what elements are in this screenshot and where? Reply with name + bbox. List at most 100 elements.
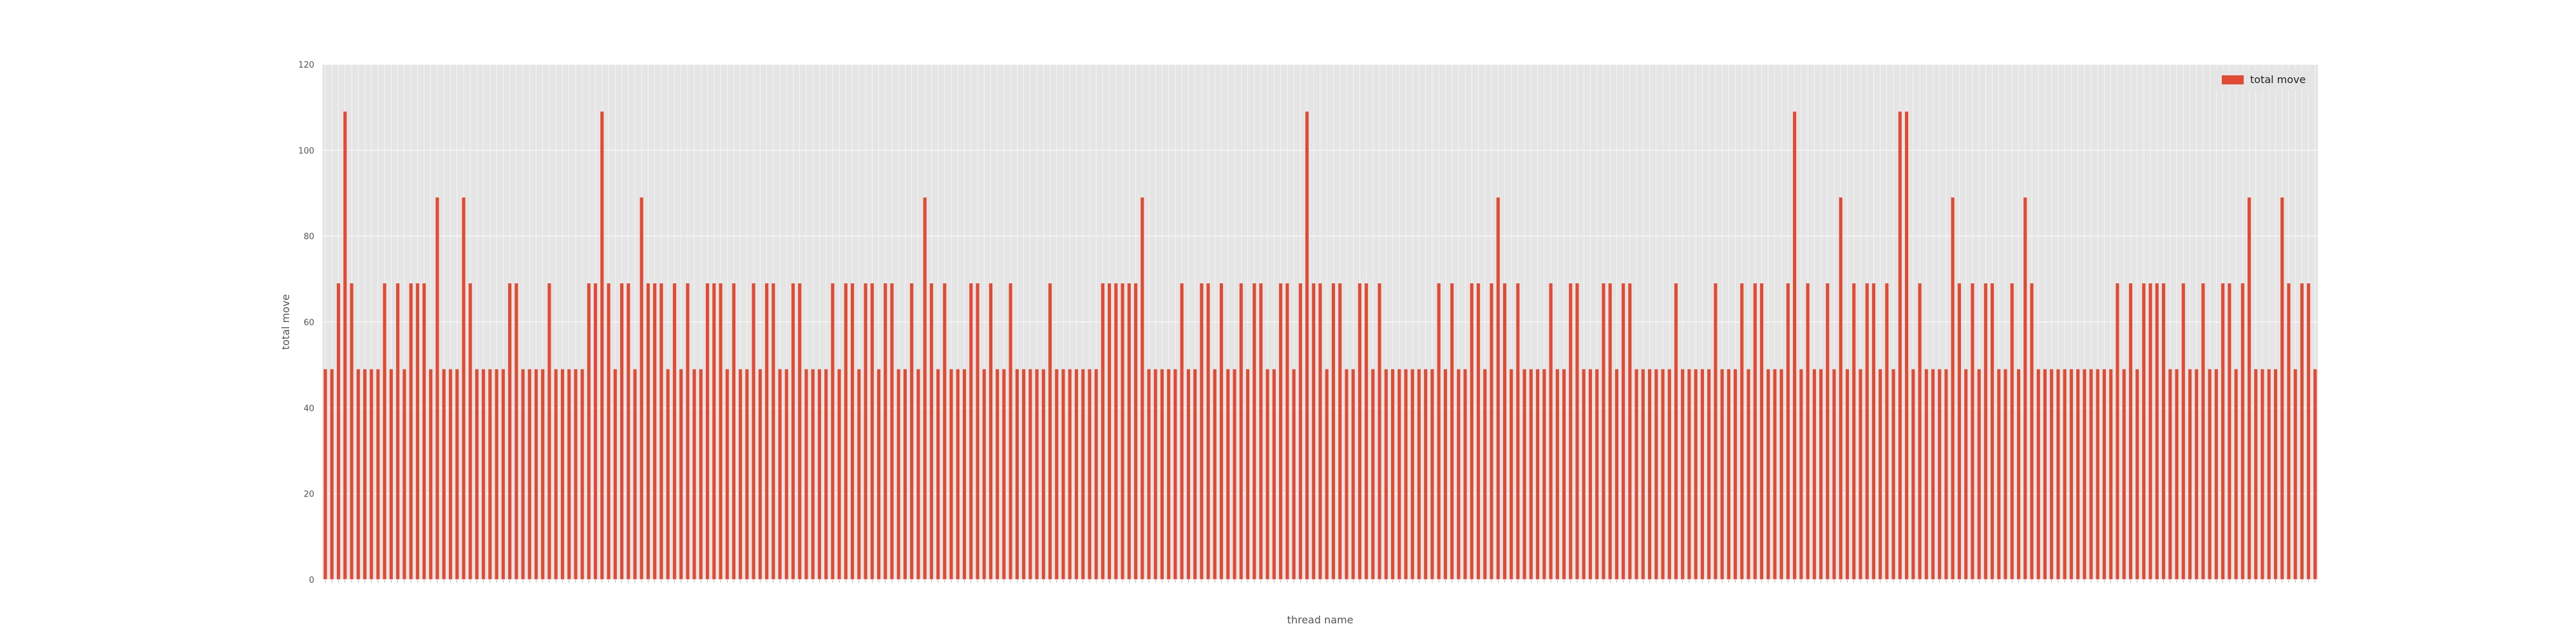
- bar: [508, 283, 512, 580]
- bar: [422, 283, 426, 580]
- bar: [1338, 283, 1342, 580]
- bar: [560, 369, 564, 580]
- bar: [1674, 283, 1678, 580]
- bar: [2287, 283, 2291, 580]
- bar: [1740, 283, 1744, 580]
- bar: [1365, 283, 1368, 580]
- bar: [1615, 369, 1618, 580]
- bar: [1786, 283, 1790, 580]
- bar: [2096, 369, 2099, 580]
- bar: [1239, 283, 1243, 580]
- y-tick-label: 0: [309, 576, 314, 585]
- bar: [916, 369, 920, 580]
- bar: [1226, 369, 1230, 580]
- bar: [2162, 283, 2166, 580]
- bar: [2050, 369, 2054, 580]
- bar: [884, 283, 887, 580]
- bar: [1694, 369, 1698, 580]
- bar: [350, 283, 354, 580]
- bar: [1911, 369, 1915, 580]
- bar: [1879, 369, 1882, 580]
- bar: [745, 369, 749, 580]
- bar: [969, 283, 973, 580]
- bar: [712, 283, 716, 580]
- bar: [2128, 283, 2132, 580]
- bar: [1595, 369, 1599, 580]
- bar: [1667, 369, 1671, 580]
- bar: [896, 369, 900, 580]
- bar: [1088, 369, 1092, 580]
- legend: total move: [2211, 70, 2314, 90]
- bar: [1806, 283, 1810, 580]
- bar: [1944, 369, 1948, 580]
- bar: [1483, 369, 1487, 580]
- y-tick-label: 20: [303, 490, 314, 500]
- bar: [1424, 369, 1428, 580]
- bar: [1457, 369, 1461, 580]
- bar: [448, 369, 453, 580]
- bar: [633, 369, 637, 580]
- bar: [1219, 283, 1224, 580]
- y-tick-label: 40: [303, 404, 314, 413]
- bar: [2010, 283, 2014, 580]
- bar: [1753, 283, 1757, 580]
- bar: [521, 369, 525, 580]
- bar: [620, 283, 624, 580]
- bar: [2313, 369, 2317, 580]
- bar: [2116, 283, 2119, 580]
- bar: [1516, 283, 1520, 580]
- bar: [1542, 369, 1546, 580]
- bar: [1101, 283, 1104, 580]
- bar: [468, 283, 472, 580]
- bar: [765, 283, 769, 580]
- bar: [2089, 369, 2093, 580]
- bar: [824, 369, 828, 580]
- bar: [2307, 283, 2311, 580]
- bar: [1871, 283, 1875, 580]
- bar: [2155, 283, 2159, 580]
- bar: [488, 369, 492, 580]
- bar: [2254, 369, 2258, 580]
- bar: [1608, 283, 1612, 580]
- bar: [923, 197, 927, 580]
- bar: [1193, 369, 1197, 580]
- bar: [2248, 197, 2251, 580]
- bar: [890, 283, 894, 580]
- bar: [686, 283, 690, 580]
- bar: [1253, 283, 1256, 580]
- bar: [2175, 369, 2179, 580]
- y-tick-label: 120: [298, 61, 314, 70]
- bar: [1245, 369, 1250, 580]
- bar: [323, 369, 327, 580]
- bar: [547, 283, 551, 580]
- bar: [699, 369, 703, 580]
- bar: [627, 283, 630, 580]
- bar: [2083, 369, 2087, 580]
- bar: [462, 197, 466, 580]
- bar: [2069, 369, 2073, 580]
- bar: [600, 111, 604, 580]
- bar: [1463, 369, 1467, 580]
- bar: [2181, 283, 2185, 580]
- bar: [639, 197, 643, 580]
- bar: [2030, 283, 2034, 580]
- bar: [725, 369, 729, 580]
- bar: [1622, 283, 1625, 580]
- bar: [415, 283, 419, 580]
- bar: [679, 369, 683, 580]
- bar: [2063, 369, 2067, 580]
- bar: [692, 369, 696, 580]
- bar: [1351, 369, 1355, 580]
- bar: [383, 283, 386, 580]
- bar: [1747, 369, 1750, 580]
- bar: [580, 369, 584, 580]
- bar: [1865, 283, 1869, 580]
- bar: [1470, 283, 1473, 580]
- bar: [1997, 369, 2001, 580]
- bar: [2293, 369, 2297, 580]
- bar: [2300, 283, 2304, 580]
- bar: [1061, 369, 1065, 580]
- bar: [1186, 369, 1190, 580]
- bar: [2122, 369, 2126, 580]
- x-tick-marks: [325, 580, 2316, 583]
